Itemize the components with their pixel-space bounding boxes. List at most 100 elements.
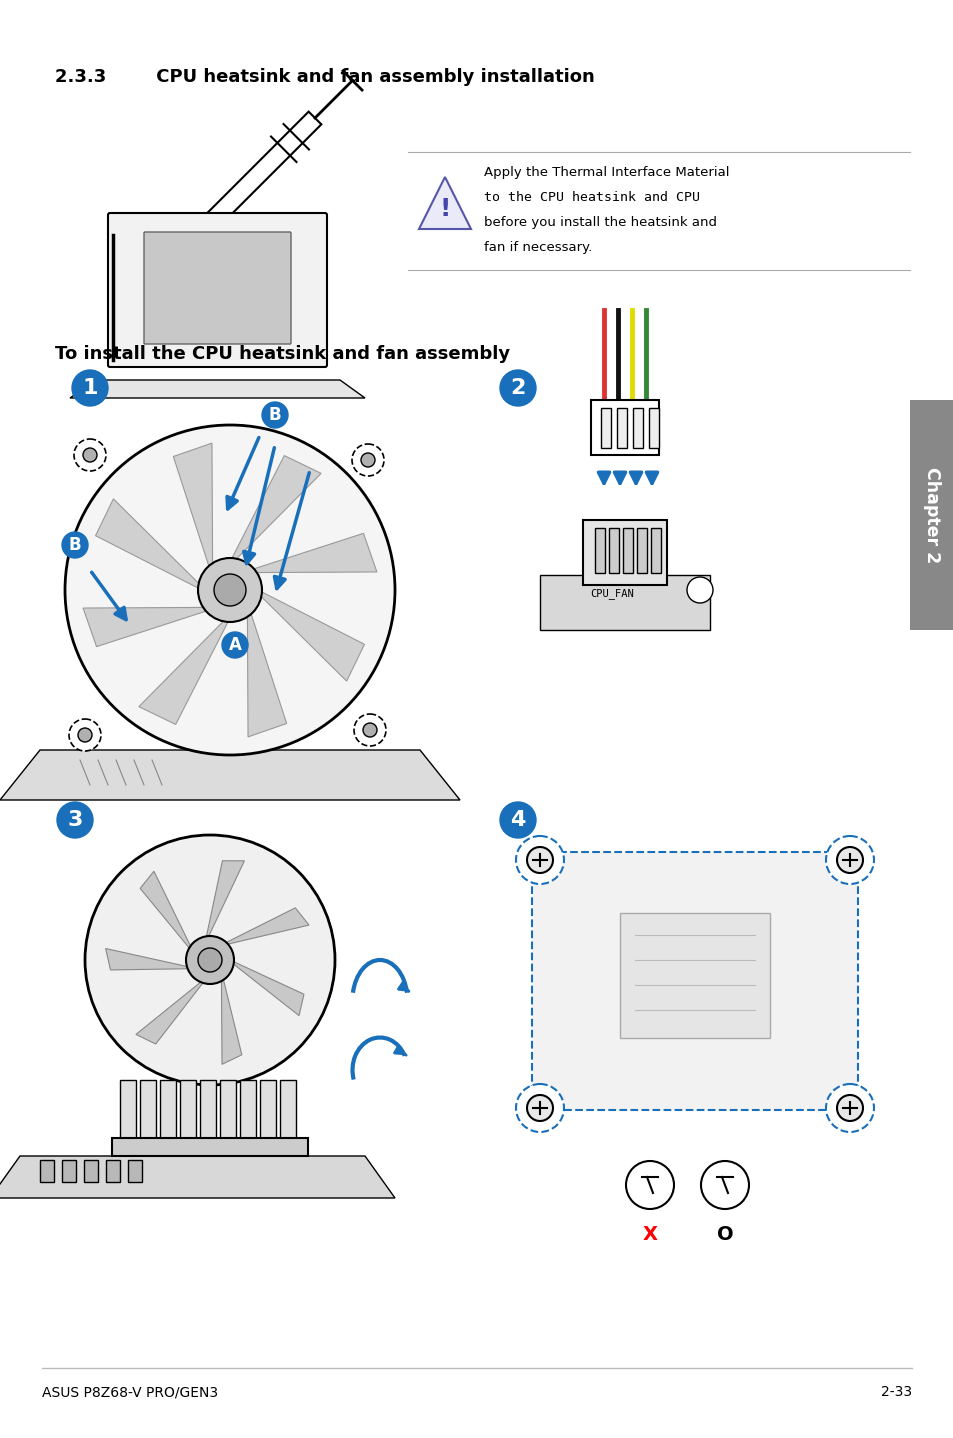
Circle shape — [83, 449, 97, 462]
Text: CPU_FAN: CPU_FAN — [589, 588, 633, 598]
Circle shape — [516, 835, 563, 884]
FancyBboxPatch shape — [112, 1137, 308, 1156]
Circle shape — [69, 719, 101, 751]
Circle shape — [825, 835, 873, 884]
Polygon shape — [230, 456, 321, 562]
Circle shape — [65, 426, 395, 755]
Text: before you install the heatsink and: before you install the heatsink and — [483, 216, 717, 229]
FancyBboxPatch shape — [40, 1160, 54, 1182]
Polygon shape — [257, 590, 364, 682]
Polygon shape — [139, 618, 230, 725]
Circle shape — [74, 439, 106, 472]
FancyBboxPatch shape — [582, 521, 666, 585]
FancyBboxPatch shape — [260, 1080, 275, 1140]
Text: 1: 1 — [82, 378, 97, 398]
Polygon shape — [221, 975, 242, 1064]
Circle shape — [526, 1094, 553, 1122]
Text: 4: 4 — [510, 810, 525, 830]
FancyBboxPatch shape — [128, 1160, 142, 1182]
FancyBboxPatch shape — [595, 528, 604, 572]
FancyBboxPatch shape — [220, 1080, 235, 1140]
Circle shape — [62, 532, 88, 558]
Text: to the CPU heatsink and CPU: to the CPU heatsink and CPU — [483, 191, 700, 204]
Circle shape — [186, 936, 233, 984]
FancyBboxPatch shape — [108, 213, 327, 367]
Circle shape — [360, 453, 375, 467]
Circle shape — [71, 370, 108, 406]
FancyBboxPatch shape — [280, 1080, 295, 1140]
Circle shape — [57, 802, 92, 838]
Circle shape — [222, 631, 248, 659]
FancyBboxPatch shape — [120, 1080, 136, 1140]
FancyBboxPatch shape — [160, 1080, 175, 1140]
FancyBboxPatch shape — [650, 528, 660, 572]
Text: 2: 2 — [510, 378, 525, 398]
FancyBboxPatch shape — [622, 528, 633, 572]
Polygon shape — [106, 949, 192, 971]
FancyBboxPatch shape — [144, 232, 291, 344]
FancyBboxPatch shape — [140, 1080, 156, 1140]
FancyBboxPatch shape — [648, 408, 659, 449]
Circle shape — [686, 577, 712, 603]
Circle shape — [262, 403, 288, 429]
Polygon shape — [83, 607, 210, 647]
Circle shape — [354, 715, 386, 746]
Polygon shape — [418, 177, 471, 229]
Circle shape — [526, 847, 553, 873]
Polygon shape — [173, 443, 213, 571]
Text: Apply the Thermal Interface Material: Apply the Thermal Interface Material — [483, 165, 729, 178]
Polygon shape — [70, 380, 365, 398]
Text: 3: 3 — [68, 810, 83, 830]
Circle shape — [499, 802, 536, 838]
FancyBboxPatch shape — [240, 1080, 255, 1140]
Circle shape — [363, 723, 376, 738]
Circle shape — [78, 728, 91, 742]
Text: B: B — [69, 536, 81, 554]
Circle shape — [198, 558, 262, 623]
Circle shape — [516, 1084, 563, 1132]
Circle shape — [836, 847, 862, 873]
Text: B: B — [269, 406, 281, 424]
FancyBboxPatch shape — [909, 400, 953, 630]
Polygon shape — [222, 907, 309, 945]
Text: 2.3.3        CPU heatsink and fan assembly installation: 2.3.3 CPU heatsink and fan assembly inst… — [55, 68, 594, 86]
FancyBboxPatch shape — [617, 408, 626, 449]
Text: ASUS P8Z68-V PRO/GEN3: ASUS P8Z68-V PRO/GEN3 — [42, 1385, 218, 1399]
Polygon shape — [0, 1156, 395, 1198]
FancyBboxPatch shape — [200, 1080, 215, 1140]
Circle shape — [625, 1160, 673, 1209]
FancyBboxPatch shape — [600, 408, 610, 449]
FancyBboxPatch shape — [532, 851, 857, 1110]
Text: Chapter 2: Chapter 2 — [923, 467, 940, 564]
FancyBboxPatch shape — [539, 575, 709, 630]
Circle shape — [700, 1160, 748, 1209]
Circle shape — [198, 948, 222, 972]
FancyBboxPatch shape — [590, 400, 659, 454]
Text: X: X — [641, 1225, 657, 1244]
Circle shape — [825, 1084, 873, 1132]
Circle shape — [85, 835, 335, 1086]
Circle shape — [836, 1094, 862, 1122]
Text: !: ! — [438, 197, 450, 221]
Polygon shape — [230, 961, 304, 1015]
Text: A: A — [229, 636, 241, 654]
FancyBboxPatch shape — [608, 528, 618, 572]
Polygon shape — [95, 499, 202, 590]
FancyBboxPatch shape — [619, 913, 769, 1038]
Polygon shape — [205, 861, 244, 940]
Polygon shape — [250, 533, 376, 572]
Text: O: O — [716, 1225, 733, 1244]
Circle shape — [213, 574, 246, 605]
FancyBboxPatch shape — [62, 1160, 76, 1182]
Polygon shape — [135, 979, 205, 1044]
FancyBboxPatch shape — [180, 1080, 195, 1140]
Polygon shape — [172, 242, 192, 262]
FancyBboxPatch shape — [637, 528, 646, 572]
Text: 2-33: 2-33 — [880, 1385, 911, 1399]
Polygon shape — [0, 751, 459, 800]
Text: fan if necessary.: fan if necessary. — [483, 242, 592, 255]
FancyBboxPatch shape — [633, 408, 642, 449]
FancyBboxPatch shape — [106, 1160, 120, 1182]
FancyBboxPatch shape — [84, 1160, 98, 1182]
Polygon shape — [247, 610, 286, 736]
